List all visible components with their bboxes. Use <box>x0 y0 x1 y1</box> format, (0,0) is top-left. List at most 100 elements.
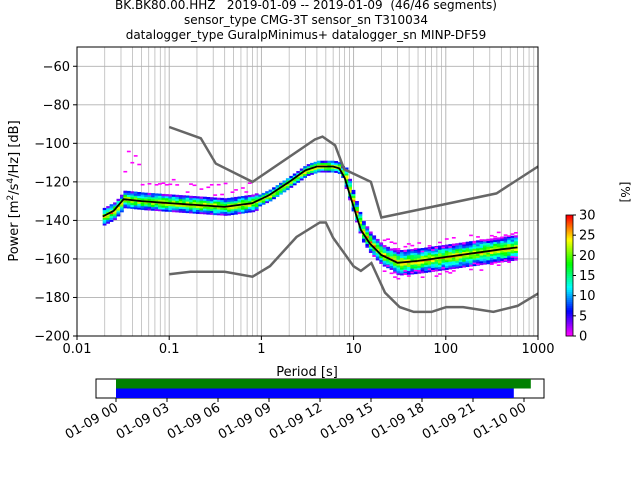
heatmap-cell <box>455 248 460 252</box>
heatmap-cell <box>496 231 501 234</box>
heatmap-cell <box>451 266 456 270</box>
heatmap-cell <box>479 239 484 241</box>
heatmap-cell <box>206 208 211 211</box>
heatmap-cell <box>137 163 142 166</box>
heatmap-cell <box>151 195 155 198</box>
colorbar-swatch <box>566 241 573 244</box>
heatmap-cell <box>175 206 180 209</box>
heatmap-cell <box>389 261 394 265</box>
heatmap-cell <box>465 241 470 244</box>
heatmap-cell <box>344 179 349 182</box>
heatmap-cell <box>455 250 460 254</box>
heatmap-cell <box>448 259 453 262</box>
heatmap-cell <box>451 243 456 246</box>
heatmap-cell <box>151 197 155 200</box>
heatmap-cell <box>503 251 508 255</box>
heatmap-cell <box>337 166 342 169</box>
heatmap-cell <box>382 245 387 248</box>
heatmap-cell <box>106 209 110 213</box>
heatmap-cell <box>379 246 384 249</box>
heatmap-cell <box>386 258 390 261</box>
heatmap-cell <box>351 201 356 204</box>
x-tick-label: 1 <box>257 342 265 357</box>
heatmap-cell <box>171 196 176 199</box>
heatmap-cell <box>406 272 411 275</box>
heatmap-cell <box>438 253 442 256</box>
heatmap-cell <box>406 259 411 262</box>
heatmap-cell <box>164 194 169 197</box>
heatmap-cell <box>237 210 242 213</box>
heatmap-cell <box>348 184 352 187</box>
heatmap-cell <box>230 210 235 214</box>
heatmap-cell <box>424 257 428 260</box>
heatmap-cell <box>285 180 290 183</box>
heatmap-cell <box>448 257 453 260</box>
heatmap-cell <box>434 263 439 266</box>
heatmap-cell <box>396 265 401 268</box>
colorbar-swatch <box>566 321 573 325</box>
heatmap-cell <box>413 252 418 255</box>
heatmap-cell <box>355 206 359 209</box>
heatmap-cell <box>500 250 505 253</box>
heatmap-cell <box>455 243 460 246</box>
heatmap-cell <box>296 180 301 183</box>
heatmap-cell <box>164 196 169 199</box>
heatmap-cell <box>389 241 394 243</box>
heatmap-cell <box>486 248 491 251</box>
heatmap-cell <box>413 271 418 275</box>
heatmap-cell <box>417 256 422 259</box>
heatmap-cell <box>410 268 415 271</box>
heatmap-cell <box>268 197 273 200</box>
heatmap-cell <box>393 271 397 274</box>
heatmap-cell <box>161 203 166 206</box>
heatmap-cell <box>372 252 377 256</box>
heatmap-cell <box>458 252 463 255</box>
heatmap-cell <box>133 201 138 204</box>
heatmap-cell <box>486 254 491 257</box>
heatmap-cell <box>476 240 480 243</box>
timeline-tick-label: 01-09 18 <box>369 400 427 442</box>
heatmap-cell <box>234 212 238 215</box>
heatmap-cell <box>448 249 453 253</box>
colorbar-swatch <box>566 311 573 315</box>
heatmap-cell <box>158 199 162 202</box>
heatmap-cell <box>317 160 321 163</box>
heatmap-cell <box>137 195 142 199</box>
heatmap-cell <box>189 201 193 204</box>
heatmap-cell <box>410 264 415 267</box>
heatmap-cell <box>382 252 387 256</box>
heatmap-cell <box>258 194 263 197</box>
heatmap-cell <box>514 244 518 248</box>
colorbar-swatch <box>566 237 573 240</box>
heatmap-cell <box>444 244 449 247</box>
colorbar-swatch <box>566 287 573 291</box>
heatmap-cell <box>144 196 148 199</box>
heatmap-cell <box>168 196 173 199</box>
heatmap-cell <box>451 262 456 266</box>
heatmap-cell <box>137 207 142 210</box>
heatmap-cell <box>493 257 498 260</box>
heatmap-cell <box>462 263 466 266</box>
heatmap-cell <box>303 171 307 175</box>
heatmap-cell <box>330 162 335 165</box>
heatmap-cell <box>493 261 498 264</box>
heatmap-cell <box>465 261 470 264</box>
heatmap-cell <box>324 166 328 169</box>
heatmap-cell <box>458 256 463 259</box>
heatmap-cell <box>451 270 456 272</box>
heatmap-cell <box>510 258 515 262</box>
heatmap-cell <box>410 262 415 265</box>
heatmap-cell <box>154 195 159 198</box>
heatmap-cell <box>486 256 491 259</box>
heatmap-cell <box>368 248 373 252</box>
heatmap-cell <box>324 168 328 171</box>
heatmap-cell <box>313 169 318 172</box>
heatmap-cell <box>209 208 214 212</box>
heatmap-cell <box>306 166 311 169</box>
heatmap-cell <box>216 203 221 206</box>
heatmap-cell <box>272 197 276 200</box>
heatmap-cell <box>393 253 397 257</box>
heatmap-cell <box>168 194 173 197</box>
heatmap-cell <box>444 265 449 269</box>
heatmap-cell <box>472 244 477 247</box>
